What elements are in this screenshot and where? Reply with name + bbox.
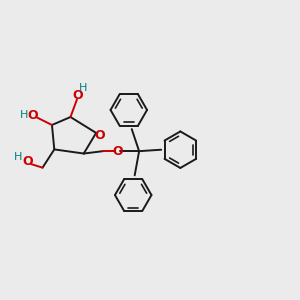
Text: O: O: [112, 145, 123, 158]
Text: H: H: [14, 152, 22, 162]
Text: O: O: [72, 89, 83, 102]
Text: H: H: [79, 83, 88, 93]
Text: O: O: [28, 109, 38, 122]
Text: O: O: [22, 155, 32, 168]
Text: H: H: [20, 110, 28, 120]
Text: O: O: [94, 129, 105, 142]
